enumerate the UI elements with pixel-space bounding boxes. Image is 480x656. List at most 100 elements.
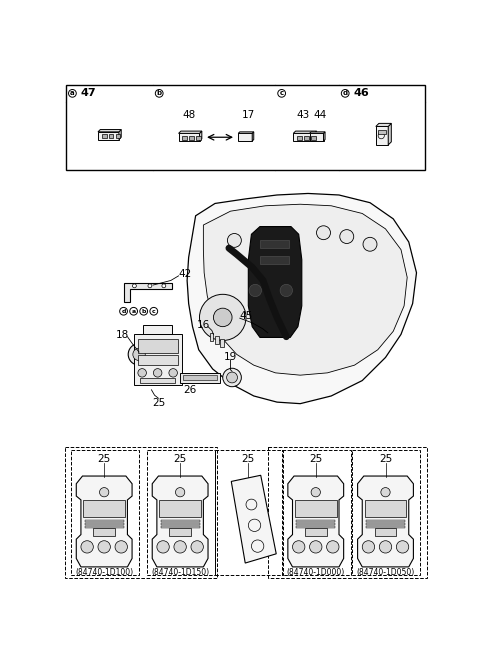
Bar [215,450,283,575]
Bar [147,450,215,575]
Text: 25: 25 [97,454,111,464]
Circle shape [228,234,241,247]
Circle shape [138,369,146,377]
Circle shape [99,487,109,497]
Circle shape [227,372,238,383]
Circle shape [379,541,392,553]
Bar [375,528,396,536]
Polygon shape [314,131,316,141]
Bar [378,129,386,134]
Text: 18: 18 [115,330,129,340]
Text: a: a [70,91,75,96]
Circle shape [223,368,241,387]
Circle shape [326,541,339,553]
Circle shape [340,230,354,243]
Bar [365,500,407,517]
Bar [137,339,178,353]
Polygon shape [238,132,254,133]
Bar [260,256,289,264]
Circle shape [133,348,145,361]
Circle shape [311,487,321,497]
Polygon shape [252,132,254,141]
Bar [305,528,326,536]
Text: (84740-1D100): (84740-1D100) [75,568,133,577]
Circle shape [98,541,110,553]
Circle shape [169,369,178,377]
Text: 46: 46 [354,89,370,98]
Text: 26: 26 [183,385,196,395]
Polygon shape [119,129,121,140]
Polygon shape [204,204,407,375]
Bar [182,136,187,140]
Bar [133,334,181,385]
Text: 25: 25 [309,454,323,464]
Circle shape [176,487,185,497]
Circle shape [115,541,127,553]
Polygon shape [293,133,314,141]
Text: 42: 42 [179,268,192,279]
Text: a: a [132,309,136,314]
Bar [268,447,427,578]
Bar [83,500,125,517]
Bar [220,339,224,346]
Text: 25: 25 [379,454,392,464]
Bar [366,523,405,525]
Bar [137,355,178,365]
Text: (84740-1D000): (84740-1D000) [287,568,345,577]
Circle shape [362,541,375,553]
Bar [116,134,120,138]
Bar [296,526,335,528]
Polygon shape [231,475,276,563]
Circle shape [310,541,322,553]
Bar [304,136,309,140]
Text: c: c [279,91,284,96]
Bar [143,325,172,334]
Polygon shape [293,131,316,133]
Bar [65,447,216,578]
Circle shape [157,541,169,553]
Text: 25: 25 [173,454,187,464]
Polygon shape [187,194,417,403]
Bar [180,373,220,383]
Bar [161,520,200,522]
Text: (84740-1D050): (84740-1D050) [356,568,415,577]
Bar [161,526,200,528]
Polygon shape [310,132,325,133]
Polygon shape [238,133,252,141]
Circle shape [214,308,232,327]
Circle shape [363,237,377,251]
Bar [169,528,191,536]
Text: 45: 45 [240,311,253,321]
Bar [93,528,115,536]
Bar [161,523,200,525]
Bar [352,450,420,575]
Polygon shape [310,133,324,141]
Circle shape [280,284,292,297]
Text: 48: 48 [182,110,195,119]
Bar [196,136,201,140]
Circle shape [191,541,204,553]
Text: c: c [152,309,156,314]
Circle shape [148,284,152,288]
Text: d: d [121,309,126,314]
Polygon shape [288,476,344,567]
Polygon shape [152,476,208,567]
Polygon shape [98,129,121,132]
Text: 47: 47 [81,89,96,98]
Text: 25: 25 [152,398,165,408]
Circle shape [249,284,262,297]
Bar [295,500,336,517]
Bar [183,375,217,380]
Circle shape [162,284,166,288]
Circle shape [316,226,330,239]
Text: 17: 17 [242,110,255,119]
Polygon shape [200,131,202,141]
Circle shape [132,284,136,288]
Text: 25: 25 [242,454,255,464]
Text: 44: 44 [313,110,326,119]
Bar [140,379,176,383]
Bar [66,85,425,170]
Text: 43: 43 [297,110,310,119]
Bar [366,520,405,522]
Bar [159,500,201,517]
